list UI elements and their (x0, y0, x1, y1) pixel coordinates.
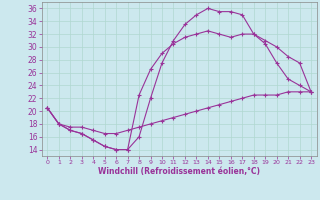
X-axis label: Windchill (Refroidissement éolien,°C): Windchill (Refroidissement éolien,°C) (98, 167, 260, 176)
